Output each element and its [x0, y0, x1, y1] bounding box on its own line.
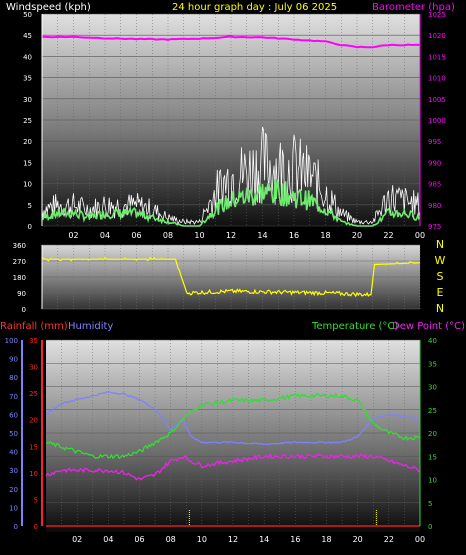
- x-tick-label: 02: [72, 535, 82, 544]
- temp-tick-label: 30: [428, 384, 437, 392]
- temp-tick-label: 20: [428, 430, 437, 438]
- x-tick-label: 04: [100, 231, 110, 240]
- humidity-tick-label: 50: [9, 430, 18, 438]
- x-tick-label: 12: [226, 231, 236, 240]
- y-tick-label: 180: [13, 274, 26, 282]
- y-tick-label: 270: [13, 258, 26, 266]
- rain-tick-label: 10: [29, 470, 38, 478]
- x-tick-label: 22: [384, 535, 394, 544]
- rain-tick-label: 20: [29, 417, 38, 425]
- temp-tick-label: 10: [428, 477, 437, 485]
- compass-label: S: [437, 270, 444, 283]
- x-tick-label: 20: [352, 231, 362, 240]
- y-tick-label: 15: [23, 159, 32, 167]
- y2-tick-label: 1005: [428, 96, 446, 104]
- humidity-tick-label: 60: [9, 411, 18, 419]
- y2-tick-label: 1010: [428, 75, 446, 83]
- x-tick-label: 10: [197, 535, 207, 544]
- x-tick-label: 20: [353, 535, 363, 544]
- y-tick-label: 40: [23, 53, 32, 61]
- x-tick-label: 06: [131, 231, 141, 240]
- compass-label: N: [436, 302, 444, 315]
- x-tick-label: 04: [103, 535, 113, 544]
- temp-tick-label: 40: [428, 337, 437, 345]
- temp-tick-label: 25: [428, 407, 437, 415]
- temp-tick-label: 35: [428, 360, 437, 368]
- y-tick-label: 50: [23, 11, 32, 19]
- x-tick-label: 16: [289, 231, 299, 240]
- humidity-tick-label: 80: [9, 374, 18, 382]
- rain-tick-label: 35: [29, 337, 38, 345]
- rain-tick-label: 30: [29, 364, 38, 372]
- compass-label: W: [435, 254, 446, 267]
- y-tick-label: 5: [28, 202, 32, 210]
- y-tick-label: 0: [22, 306, 26, 314]
- wind-axis-label: Windspeed (kph): [6, 2, 91, 13]
- y2-tick-label: 985: [428, 181, 441, 189]
- temp-tick-label: 5: [428, 500, 432, 508]
- rain-tick-label: 5: [34, 496, 38, 504]
- dewpoint-legend: Dew Point (°C): [392, 321, 465, 332]
- y2-tick-label: 1000: [428, 117, 446, 125]
- humidity-legend: Humidity: [68, 321, 113, 332]
- x-tick-label: 18: [321, 535, 331, 544]
- y2-tick-label: 980: [428, 202, 441, 210]
- x-tick-label: 14: [259, 535, 269, 544]
- humidity-tick-label: 90: [9, 356, 18, 364]
- compass-label: N: [436, 238, 444, 251]
- rain-tick-label: 25: [29, 390, 38, 398]
- humidity-tick-label: 0: [14, 523, 18, 531]
- x-tick-label: 00: [415, 535, 425, 544]
- y-tick-label: 360: [13, 242, 26, 250]
- x-tick-label: 22: [383, 231, 393, 240]
- rain-legend: Rainfall (mm): [0, 321, 68, 332]
- x-tick-label: 00: [415, 231, 425, 240]
- y-tick-label: 20: [23, 138, 32, 146]
- humidity-tick-label: 30: [9, 467, 18, 475]
- y2-tick-label: 1015: [428, 53, 446, 61]
- y-tick-label: 25: [23, 117, 32, 125]
- y-tick-label: 10: [23, 181, 32, 189]
- y-tick-label: 0: [28, 223, 32, 231]
- y-tick-label: 90: [17, 290, 26, 298]
- chart-title: 24 hour graph day : July 06 2025: [172, 2, 337, 13]
- x-tick-label: 08: [163, 231, 173, 240]
- y-tick-label: 30: [23, 96, 32, 104]
- y2-tick-label: 975: [428, 223, 441, 231]
- rain-tick-label: 0: [34, 523, 38, 531]
- x-tick-label: 02: [68, 231, 78, 240]
- x-tick-label: 18: [320, 231, 330, 240]
- humidity-tick-label: 100: [5, 337, 18, 345]
- y-tick-label: 45: [23, 32, 32, 40]
- humidity-tick-label: 70: [9, 393, 18, 401]
- humidity-tick-label: 40: [9, 449, 18, 457]
- compass-label: E: [437, 286, 444, 299]
- x-tick-label: 16: [290, 535, 300, 544]
- y2-tick-label: 1025: [428, 11, 446, 19]
- y2-tick-label: 1020: [428, 32, 446, 40]
- y2-tick-label: 995: [428, 138, 441, 146]
- humidity-tick-label: 20: [9, 486, 18, 494]
- x-tick-label: 10: [194, 231, 204, 240]
- x-tick-label: 12: [228, 535, 238, 544]
- temp-tick-label: 15: [428, 453, 437, 461]
- temperature-legend: Temperature (°C): [311, 321, 398, 332]
- rain-tick-label: 15: [29, 443, 38, 451]
- y-tick-label: 35: [23, 75, 32, 83]
- x-tick-label: 08: [166, 535, 176, 544]
- y2-tick-label: 990: [428, 159, 441, 167]
- x-tick-label: 14: [257, 231, 267, 240]
- temp-tick-label: 0: [428, 523, 432, 531]
- x-tick-label: 06: [134, 535, 144, 544]
- humidity-tick-label: 10: [9, 504, 18, 512]
